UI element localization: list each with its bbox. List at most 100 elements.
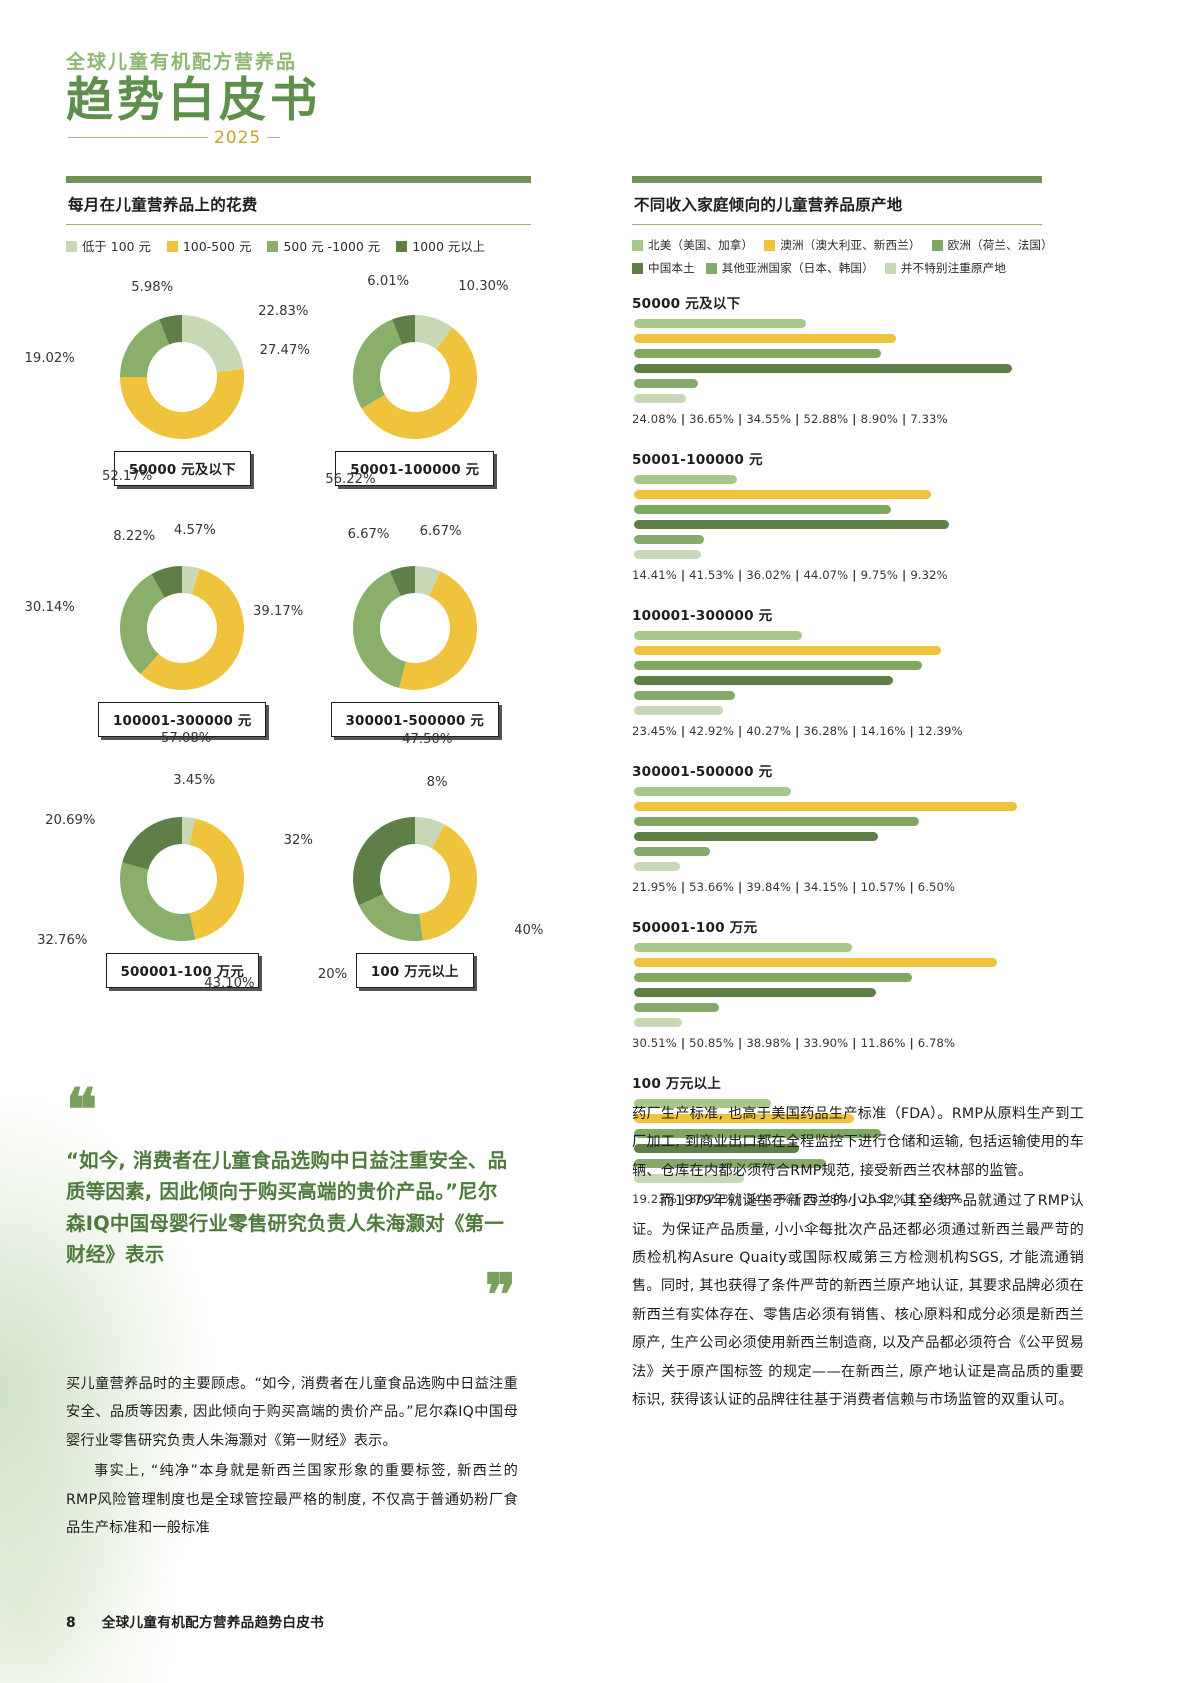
bar <box>634 1174 744 1183</box>
legend-swatch-icon <box>632 239 643 251</box>
logo-title: 趋势白皮书 <box>66 72 321 128</box>
value-separator: | <box>852 724 857 738</box>
donut-value-label: 27.47% <box>259 342 310 358</box>
value-separator: | <box>909 1192 914 1206</box>
donut-category-tag: 100001-300000 元 <box>98 702 267 737</box>
bar-row <box>634 988 1042 999</box>
donut-slice <box>389 566 415 597</box>
bar-group-title: 500001-100 万元 <box>632 920 758 936</box>
donut-chart-panel: 每月在儿童营养品上的花费 低于 100 元 100-500 元 500 元 -100… <box>25 176 543 991</box>
legend-item: 其他亚洲国家（日本、韩国） <box>705 260 874 276</box>
value-separator: | <box>680 568 686 582</box>
value-separator: | <box>737 724 743 738</box>
donut-chart <box>352 315 477 440</box>
legend-item: 中国本土 <box>632 260 695 276</box>
bar-row <box>634 943 1042 954</box>
bar <box>634 958 998 967</box>
value-separator: | <box>852 412 857 426</box>
bar-row <box>634 379 1042 390</box>
legend-label: 100-500 元 <box>182 240 252 254</box>
donut-cell: 8% 40% 20% 32% 100 万元以上 <box>284 775 543 988</box>
value-separator: | <box>909 724 914 738</box>
bar-value-label: 36.02% <box>746 568 792 582</box>
bar <box>634 817 919 826</box>
bar-value-label: 9.75% <box>860 568 898 582</box>
value-separator: | <box>795 412 800 426</box>
value-separator: | <box>909 880 914 894</box>
donut-value-label: 4.57% <box>173 522 216 538</box>
bar-row <box>634 349 1042 360</box>
bar <box>634 490 931 499</box>
donut-chart <box>120 315 245 439</box>
legend-row: 北美（美国、加拿） 澳洲（澳大利亚、新西兰） 欧洲（荷兰、法国） <box>632 237 1053 253</box>
value-separator: | <box>737 880 743 894</box>
bar-value-label: 34.62% <box>746 1192 792 1206</box>
bar-list <box>632 631 1042 717</box>
bar <box>634 988 877 997</box>
legend-label: 低于 100 元 <box>82 240 151 254</box>
value-separator: | <box>909 1036 914 1050</box>
bar-row <box>634 646 1042 657</box>
donut-slice <box>189 818 245 940</box>
bar <box>634 334 896 343</box>
donut-value-label: 32% <box>283 833 313 848</box>
legend-swatch-icon <box>931 239 943 251</box>
value-separator: | <box>795 1192 800 1206</box>
bar-row <box>634 1129 1042 1140</box>
legend-swatch-icon <box>884 262 896 274</box>
donut-legend: 低于 100 元 100-500 元 500 元 -1000 元 1000 元以上 <box>66 225 531 255</box>
donut-cell: 3.45% 43.10% 32.76% 20.69% 500001-100 万元 <box>37 773 299 991</box>
legend-label: 其他亚洲国家（日本、韩国） <box>721 261 874 275</box>
donut-category-tag: 300001-500000 元 <box>330 702 499 737</box>
bar-value-label: 10.57% <box>860 880 906 894</box>
bar <box>634 1159 827 1168</box>
logo-subtitle: 全球儿童有机配方营养品 <box>66 51 298 73</box>
bar-row <box>634 973 1042 984</box>
donut-value-label: 39.17% <box>253 604 304 620</box>
legend-swatch-icon <box>764 239 776 251</box>
bar <box>634 832 878 841</box>
donut-value-label: 22.83% <box>258 303 309 319</box>
donut-category-tag: 100 万元以上 <box>355 953 474 988</box>
bar <box>634 631 802 640</box>
bar-value-label: 19.23% <box>632 1192 677 1206</box>
bar-group-title: 100 万元以上 <box>632 1076 722 1092</box>
bar-row <box>634 1099 1042 1110</box>
legend-label: 北美（美国、加拿） <box>648 238 754 252</box>
footer-title: 全球儿童有机配方营养品趋势白皮书 <box>101 1615 325 1631</box>
bar <box>634 505 892 514</box>
bar-value-label: 14.41% <box>632 568 677 582</box>
value-separator: | <box>852 568 857 582</box>
donut-chart <box>352 566 477 690</box>
donut-slice <box>159 315 183 345</box>
bar-groups: 50000 元及以下 24.08% | 36.65% | 34.55% | 52.88% | 8.… <box>632 276 1042 1206</box>
quote-close-icon: ❞ <box>484 1260 516 1329</box>
legend-label: 欧洲（荷兰、法国） <box>947 238 1053 252</box>
bar-value-row: 19.23% | 30.77% | 34.62% | 23.08% | 26.92% | 15.38… <box>632 1192 1042 1206</box>
legend-label: 中国本土 <box>648 261 695 275</box>
donut-value-label: 6.01% <box>367 274 410 290</box>
bar-value-row: 14.41% | 41.53% | 36.02% | 44.07% | 9.75% | 9.32% <box>632 568 1042 582</box>
donut-cell: 10.30% 56.22% 27.47% 6.01% 50001-100000 元 <box>260 274 532 486</box>
donut-value-label: 47.50% <box>402 731 453 747</box>
donut-wrap: 4.57% 57.08% 30.14% 8.22% <box>25 523 290 746</box>
paragraph: 事实上, “纯净”本身就是新西兰国家形象的重要标签, 新西兰的RMP风险管理制度… <box>66 1463 518 1537</box>
bar <box>634 1003 719 1012</box>
panel-title-right: 不同收入家庭倾向的儿童营养品原产地 <box>632 183 1042 225</box>
donut-value-label: 52.17% <box>101 469 153 484</box>
bar-list <box>632 787 1042 873</box>
donut-value-label: 8% <box>426 775 448 791</box>
value-separator: | <box>901 412 907 426</box>
bar-row <box>634 1144 1042 1155</box>
bar-chart-panel: 不同收入家庭倾向的儿童营养品原产地 北美（美国、加拿） 澳洲（澳大利亚、新西兰） 欧… <box>632 176 1053 1228</box>
bar-value-row: 24.08% | 36.65% | 34.55% | 52.88% | 8.90% | 7.33% <box>632 412 1042 426</box>
donut-slice <box>120 368 245 439</box>
legend-label: 500 元 -1000 元 <box>283 240 381 254</box>
logo-year-row: 2025 <box>68 128 281 148</box>
donut-cell: 4.57% 57.08% 30.14% 8.22% 100001-300000 元 <box>25 523 299 746</box>
bar-value-label: 34.15% <box>803 880 849 894</box>
logo-rule-right <box>267 137 281 139</box>
donut-value-label: 10.30% <box>458 278 509 294</box>
legend-row: 中国本土 其他亚洲国家（日本、韩国） 并不特别注重原产地 <box>632 260 1042 276</box>
bar-row <box>634 676 1042 687</box>
